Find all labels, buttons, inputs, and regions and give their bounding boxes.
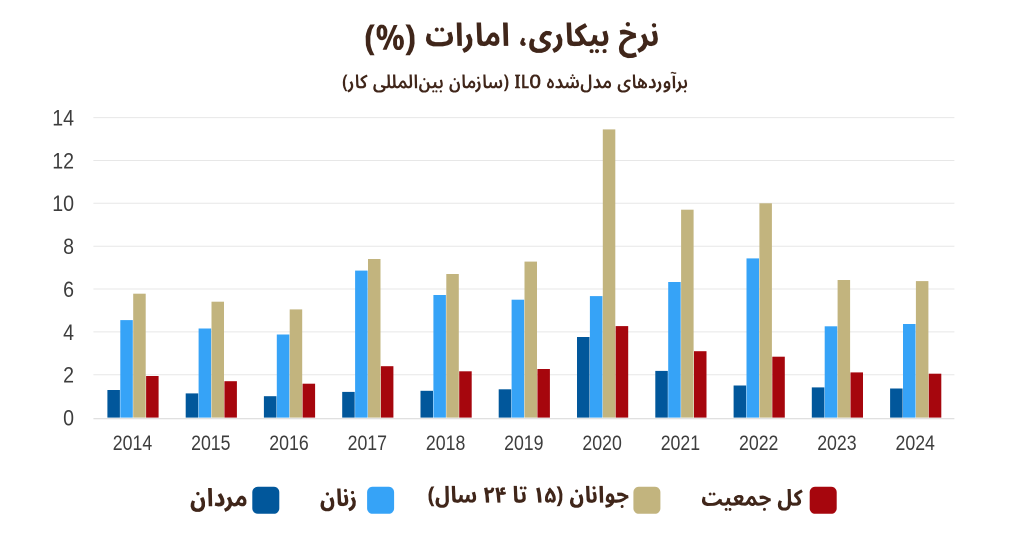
svg-text:0: 0 bbox=[63, 406, 74, 431]
svg-text:2014: 2014 bbox=[113, 432, 153, 455]
svg-text:2019: 2019 bbox=[504, 432, 543, 455]
svg-text:4: 4 bbox=[63, 320, 74, 345]
svg-text:2017: 2017 bbox=[348, 432, 387, 455]
svg-text:2020: 2020 bbox=[582, 432, 621, 455]
svg-text:2023: 2023 bbox=[817, 432, 856, 455]
svg-text:2021: 2021 bbox=[661, 432, 700, 455]
svg-text:2024: 2024 bbox=[896, 432, 936, 455]
svg-text:2018: 2018 bbox=[426, 432, 465, 455]
svg-text:2015: 2015 bbox=[191, 432, 230, 455]
svg-text:10: 10 bbox=[52, 191, 74, 216]
svg-text:2016: 2016 bbox=[269, 432, 308, 455]
svg-text:12: 12 bbox=[52, 148, 74, 173]
svg-text:8: 8 bbox=[63, 234, 74, 259]
svg-text:14: 14 bbox=[52, 106, 74, 131]
svg-text:2: 2 bbox=[63, 363, 74, 388]
svg-text:2022: 2022 bbox=[739, 432, 778, 455]
svg-text:6: 6 bbox=[63, 277, 74, 302]
